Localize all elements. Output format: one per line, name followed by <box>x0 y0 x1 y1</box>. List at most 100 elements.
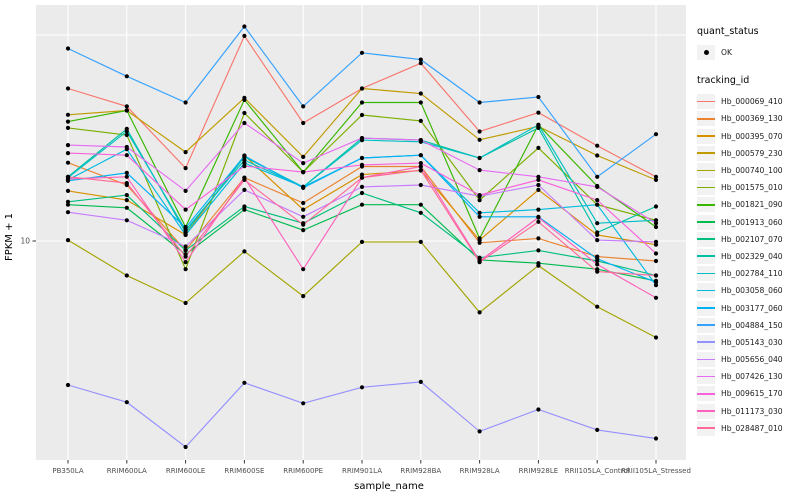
data-point <box>183 248 188 253</box>
data-point <box>595 230 600 235</box>
data-point <box>653 273 659 278</box>
data-point <box>359 162 365 167</box>
data-point <box>65 202 71 207</box>
data-point <box>653 174 659 179</box>
data-point <box>124 170 129 175</box>
data-point <box>418 168 423 173</box>
data-point <box>595 262 600 267</box>
data-point <box>477 198 482 203</box>
data-point <box>653 436 659 441</box>
data-point <box>359 175 365 180</box>
data-point <box>595 202 600 207</box>
legend-item: Hb_001913_060 <box>697 214 797 231</box>
data-point <box>65 188 71 193</box>
data-point <box>595 427 600 432</box>
legend-key-line <box>697 94 715 110</box>
data-point <box>418 61 423 66</box>
data-point <box>65 160 71 165</box>
data-point <box>124 205 129 210</box>
data-point <box>359 172 365 177</box>
legend-item: Hb_003177_060 <box>697 299 797 316</box>
legend-key-line <box>697 197 715 213</box>
legend-key-line <box>697 163 715 179</box>
line-swatch-icon <box>697 427 715 429</box>
data-point <box>418 57 423 62</box>
data-point <box>595 153 600 158</box>
data-point <box>653 177 659 182</box>
legend-item-label: Hb_005656_040 <box>721 355 783 365</box>
data-point <box>536 177 541 182</box>
legend-item-label: Hb_001575_010 <box>721 183 783 193</box>
line-swatch-icon <box>697 221 715 223</box>
data-point <box>418 182 423 188</box>
data-point <box>242 97 247 102</box>
data-point <box>65 174 71 179</box>
legend-item-label: OK <box>721 48 732 58</box>
data-point <box>536 207 541 212</box>
legend-item-label: Hb_000369_130 <box>721 114 783 124</box>
data-point <box>301 294 306 299</box>
data-point <box>301 170 306 175</box>
data-point <box>653 132 659 137</box>
legend-item: Hb_002784_110 <box>697 265 797 282</box>
data-point <box>418 153 423 158</box>
legend-item-label: Hb_002107_070 <box>721 234 783 244</box>
legend-item-label: Hb_002784_110 <box>721 269 783 279</box>
data-point <box>301 185 306 190</box>
data-point <box>65 119 71 124</box>
data-point <box>183 225 188 230</box>
data-point <box>418 91 423 96</box>
data-point <box>359 100 365 105</box>
legend-item-label: Hb_004884_150 <box>721 320 783 330</box>
legend-item: Hb_009615_170 <box>697 385 797 402</box>
line-swatch-icon <box>697 289 715 292</box>
legend-item: Hb_002329_040 <box>697 248 797 265</box>
legend-item: Hb_001575_010 <box>697 179 797 196</box>
data-point <box>183 260 188 265</box>
data-point <box>242 164 247 169</box>
data-point <box>536 248 541 253</box>
legend-item: Hb_005143_030 <box>697 334 797 351</box>
data-point <box>183 166 188 171</box>
legend-tracking-items: Hb_000069_410 Hb_000369_130 Hb_000395_070 H… <box>697 93 797 437</box>
data-point <box>595 184 600 189</box>
data-point <box>418 161 423 166</box>
data-point <box>242 380 247 385</box>
data-point <box>242 158 247 163</box>
data-point <box>595 221 600 226</box>
legend-item: Hb_003058_060 <box>697 282 797 299</box>
legend-item-label: Hb_009615_170 <box>721 389 783 399</box>
data-point <box>124 400 129 405</box>
data-point <box>65 143 71 148</box>
data-point <box>536 174 541 179</box>
data-point <box>183 244 188 249</box>
x-tick-label: RRIM600PE <box>283 467 323 475</box>
data-point <box>242 153 247 158</box>
data-point <box>65 112 71 117</box>
legend-key-line <box>697 403 715 419</box>
data-point <box>242 24 247 29</box>
data-point <box>536 187 541 192</box>
data-point <box>653 280 659 285</box>
data-point <box>477 429 482 434</box>
data-point <box>418 138 423 143</box>
legend-key-line <box>697 300 715 316</box>
data-point <box>301 154 306 159</box>
data-point <box>418 239 423 244</box>
x-axis-title: sample_name <box>354 481 424 492</box>
data-point <box>595 174 600 179</box>
data-point <box>124 104 129 109</box>
legend-key-line <box>697 352 715 368</box>
data-point <box>183 188 188 193</box>
line-swatch-icon <box>697 410 715 412</box>
data-point <box>536 94 541 100</box>
data-point <box>477 137 482 142</box>
data-point <box>536 219 541 224</box>
legend-key-line <box>697 266 715 282</box>
legend-item-label: Hb_001821_090 <box>721 200 783 210</box>
data-point <box>183 254 188 259</box>
data-point <box>359 136 365 141</box>
data-point <box>477 310 482 315</box>
data-point <box>124 174 129 179</box>
